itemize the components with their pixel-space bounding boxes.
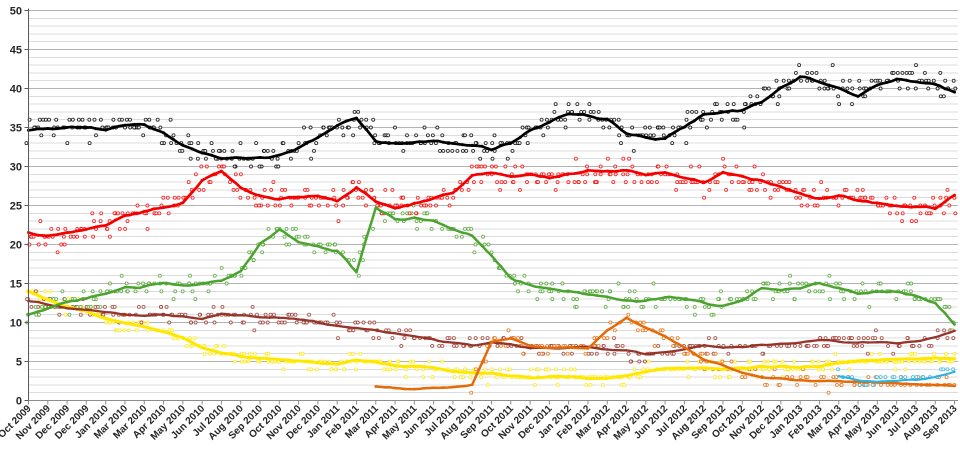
scatter-orange [469, 312, 957, 395]
y-axis-label: 0 [16, 396, 22, 408]
y-axis-label: 10 [10, 318, 22, 330]
axes [27, 8, 958, 402]
series-line-orange [374, 316, 956, 391]
y-axis-label: 50 [10, 6, 22, 18]
series-line-red [27, 168, 956, 238]
scatter-red [27, 156, 958, 255]
y-axis-label: 35 [10, 123, 22, 135]
y-axis-label: 30 [10, 162, 22, 174]
series-line-yellow [26, 289, 957, 381]
series-line-black [27, 75, 956, 160]
y-axis-label: 5 [16, 357, 22, 369]
scatter-light-blue [836, 367, 956, 387]
series-line-light-blue [837, 370, 956, 383]
y-axis-label: 15 [10, 279, 22, 291]
y-axis-labels: 0 5 10 15 20 25 30 35 40 45 50 [10, 6, 29, 408]
y-axis-label: 40 [10, 84, 22, 96]
y-axis-label: 20 [10, 240, 22, 252]
y-axis-label: 25 [10, 201, 22, 213]
series-line-green [27, 206, 956, 326]
y-axis-label: 45 [10, 45, 22, 57]
